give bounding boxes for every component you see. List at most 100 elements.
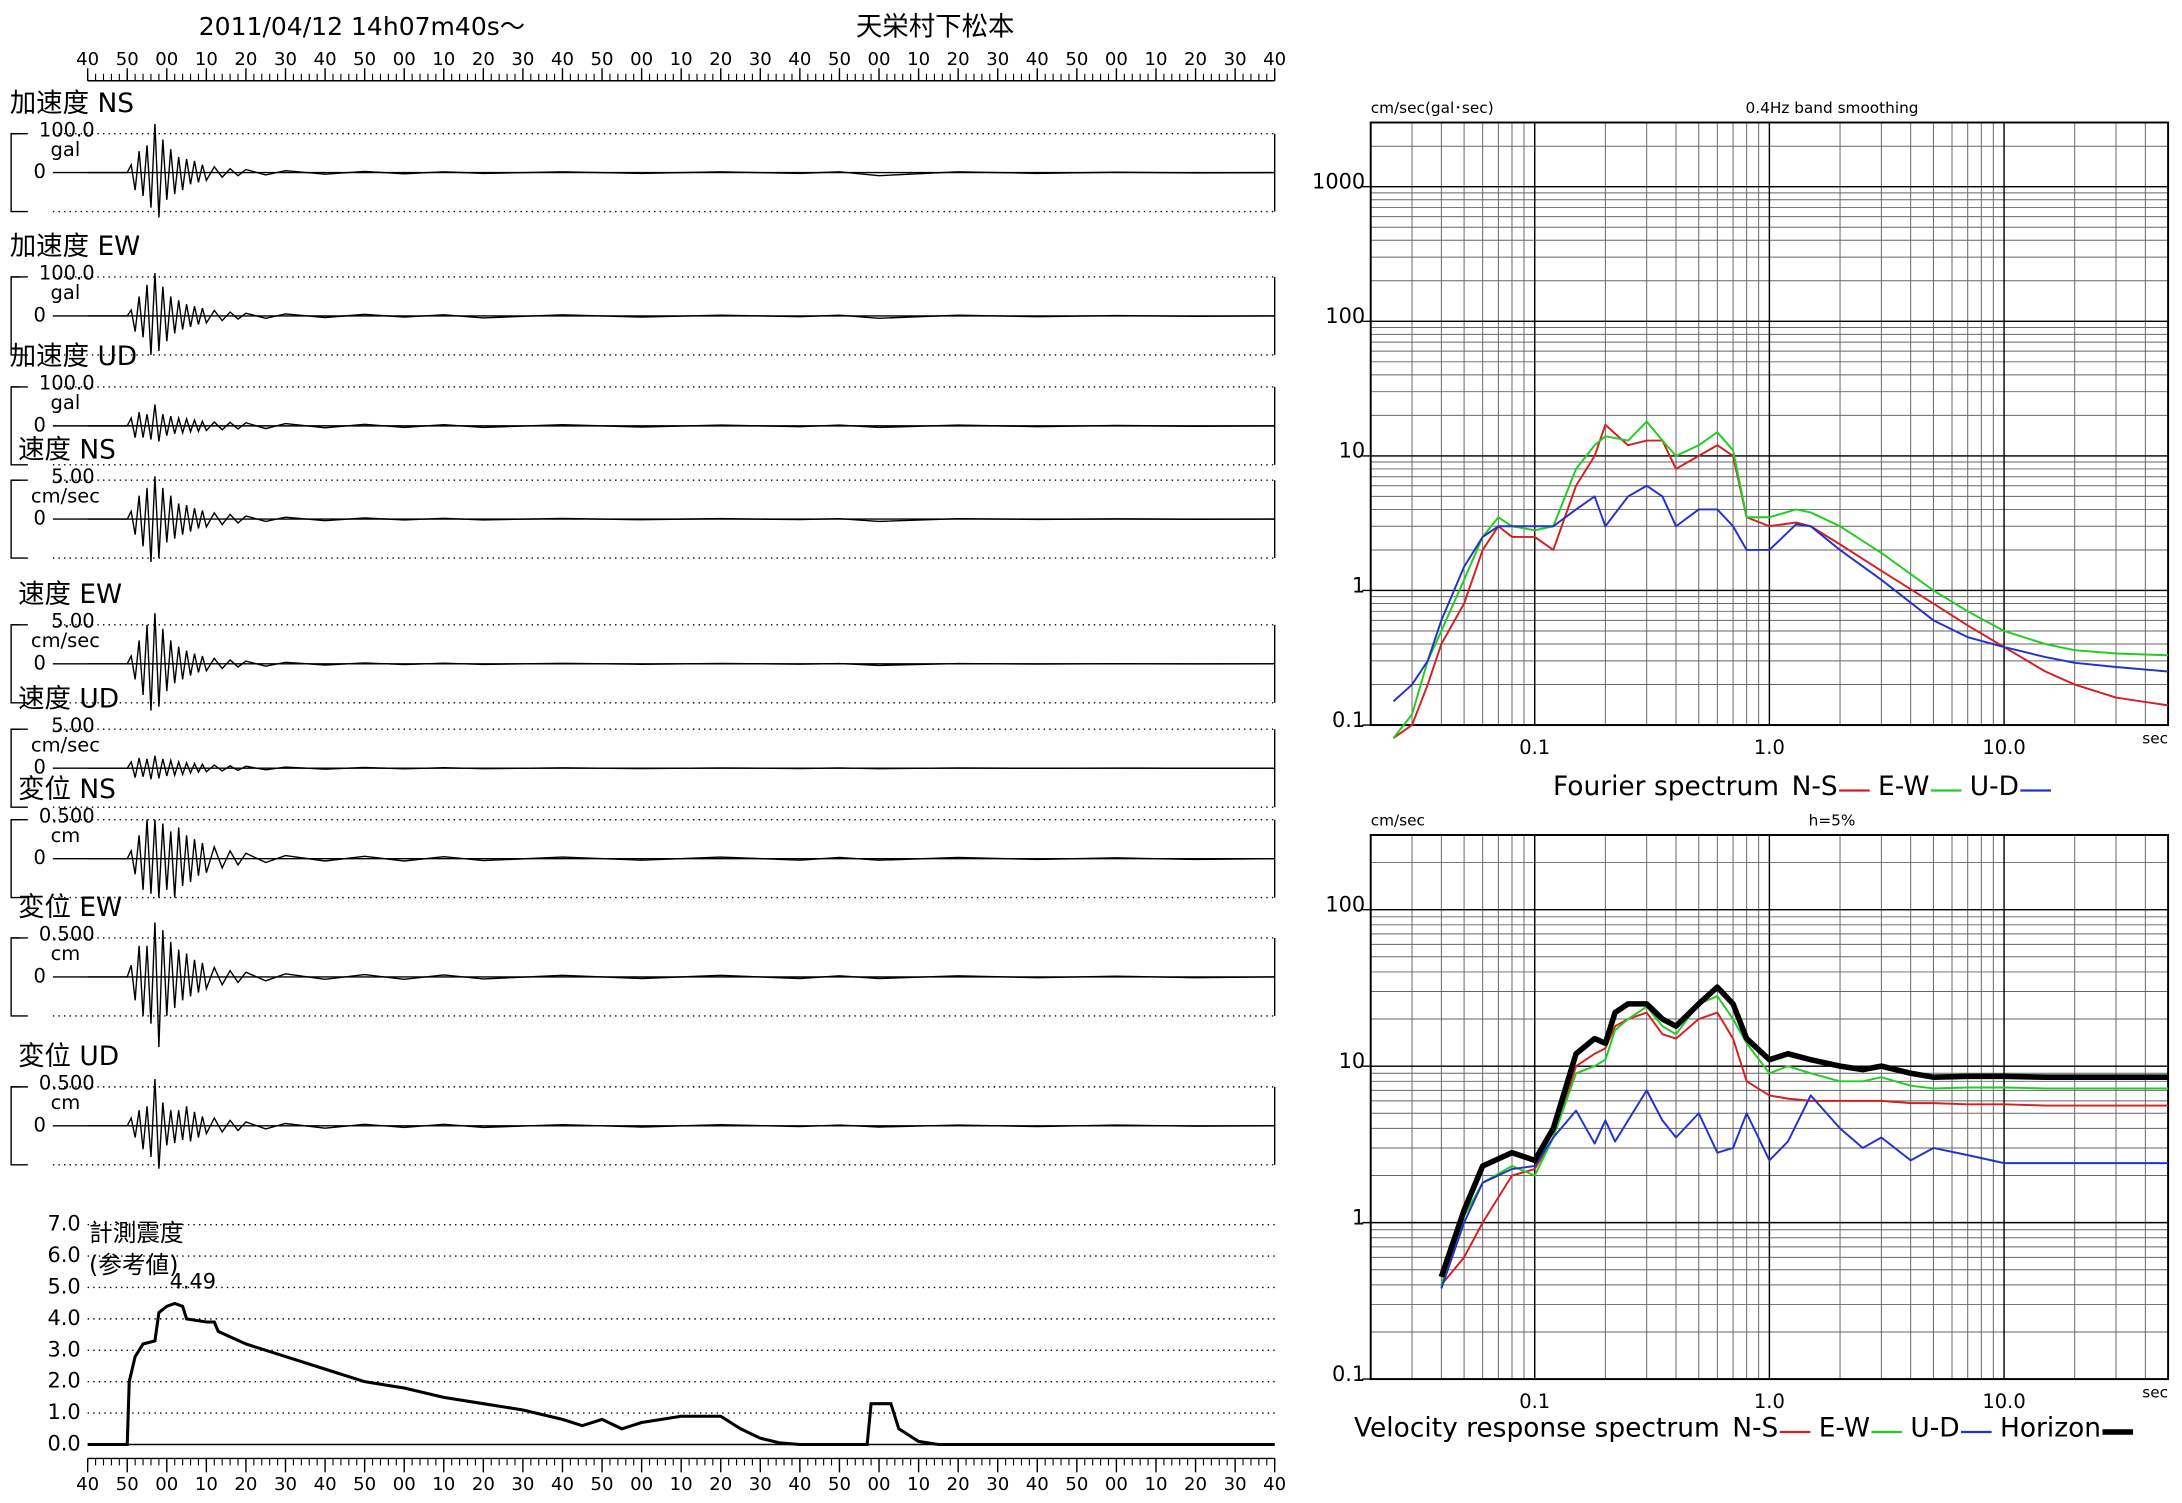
legend-label: E-W [1819,1413,1870,1444]
trace-title: 速度 EW [18,579,122,610]
legend-label: E-W [1878,771,1929,802]
y-tick-label: 5.0 [48,1274,81,1298]
intensity-line [87,1301,1275,1447]
y-tick-label: 5.00 [51,610,94,633]
y-tick-label: 10 [1339,439,1366,463]
trace [87,273,1275,355]
y-tick-label: 4.0 [48,1306,81,1330]
note: 0.4Hz band smoothing [1746,99,1919,117]
x-tick-label: 10 [432,49,455,70]
x-tick-label: 20 [234,49,257,70]
y-tick-label: 0 [34,160,46,183]
trace [87,1079,1275,1169]
y-tick-label: 100 [1325,304,1365,328]
x-tick-label: 20 [1184,49,1207,70]
y-tick-label: 100 [1325,892,1365,916]
x-tick-label: 40 [1263,49,1286,70]
x-tick-label: 1.0 [1754,1390,1785,1413]
x-tick-label: 20 [709,49,732,70]
x-tick-label: 40 [1263,1474,1286,1495]
y-tick-label: 100.0 [39,262,95,285]
y-tick-label: 0 [34,756,46,779]
y-tick-label: 0 [34,507,46,530]
y-tick-label: 0 [34,651,46,674]
x-tick-label: 00 [1105,49,1128,70]
x-tick-label: 50 [116,1474,139,1495]
annotation: 計測震度 [89,1219,184,1247]
x-tick-label: 00 [155,49,178,70]
spectrum-line [1440,1089,2169,1289]
y-tick-label: 0 [34,846,46,869]
x-tick-label: 40 [314,49,337,70]
x-tick-label: 30 [986,1474,1009,1495]
x-tick-label: 10 [1144,1474,1167,1495]
trace-bracket [10,479,28,559]
trace [87,755,1275,780]
y-axis-label: cm/sec [1371,812,1425,830]
x-tick-label: 30 [1224,1474,1247,1495]
trace-title: 速度 UD [18,684,119,715]
y-tick-label: 0.500 [39,1072,95,1095]
trace-unit: cm [51,824,81,847]
y-tick-label: 100.0 [39,372,95,395]
y-tick-label: 0.0 [48,1432,81,1456]
y-tick-label: 0.1 [1332,1362,1365,1386]
legend-label: U-D [1910,1413,1959,1444]
trace-bracket [10,1086,28,1166]
x-tick-label: 20 [472,49,495,70]
x-tick-label: 00 [155,1474,178,1495]
x-tick-label: 00 [630,1474,653,1495]
y-tick-label: 0 [34,964,46,987]
trace [87,123,1275,218]
spectrum-line [1438,984,2169,1278]
trace-title: 加速度 NS [10,88,134,119]
trace-title: 変位 EW [18,892,122,923]
trace-bracket [10,818,28,899]
x-tick-label: 30 [511,49,534,70]
x-tick-label: 50 [828,1474,851,1495]
spectrum-line [1392,420,2169,739]
x-tick-label: 10.0 [1982,736,2025,759]
x-tick-label: 10 [907,1474,930,1495]
y-tick-label: 0.500 [39,923,95,946]
spectrum-line [1392,423,2169,739]
y-tick-label: 3.0 [48,1337,81,1361]
y-tick-label: 1 [1352,1205,1365,1229]
trace-unit: gal [51,281,81,304]
x-tick-label: 30 [274,49,297,70]
x-tick-label: 40 [788,49,811,70]
y-tick-label: 100.0 [39,118,95,141]
x-tick-label: 10 [1144,49,1167,70]
x-tick-label: 30 [274,1474,297,1495]
x-tick-label: 30 [749,1474,772,1495]
trace [87,613,1275,711]
y-tick-label: 5.00 [51,714,94,737]
annotation: (参考値) [89,1251,178,1279]
trace-title: 速度 NS [18,434,116,465]
legend-label: U-D [1970,771,2019,802]
x-tick-label: 20 [234,1474,257,1495]
y-tick-label: 1000 [1312,170,1365,194]
x-tick-label: 40 [76,1474,99,1495]
x-tick-label: 20 [709,1474,732,1495]
x-tick-label: 10 [195,49,218,70]
x-tick-label: 50 [116,49,139,70]
x-tick-label: 10 [432,1474,455,1495]
trace-title: 加速度 UD [10,341,137,372]
y-tick-label: 0 [34,1113,46,1136]
x-axis-label: sec [2142,1384,2168,1402]
x-tick-label: 20 [1184,1474,1207,1495]
x-tick-label: 50 [1065,49,1088,70]
spectrum-line [1440,995,2169,1286]
station-name: 天栄村下松本 [856,11,1015,42]
trace [87,922,1275,1048]
x-tick-label: 00 [868,49,891,70]
x-tick-label: 00 [1105,1474,1128,1495]
x-tick-label: 50 [828,49,851,70]
x-tick-label: 40 [551,1474,574,1495]
x-tick-label: 50 [353,1474,376,1495]
trace [87,476,1275,563]
x-tick-label: 00 [393,49,416,70]
x-tick-label: 20 [947,49,970,70]
y-tick-label: 0 [34,303,46,326]
